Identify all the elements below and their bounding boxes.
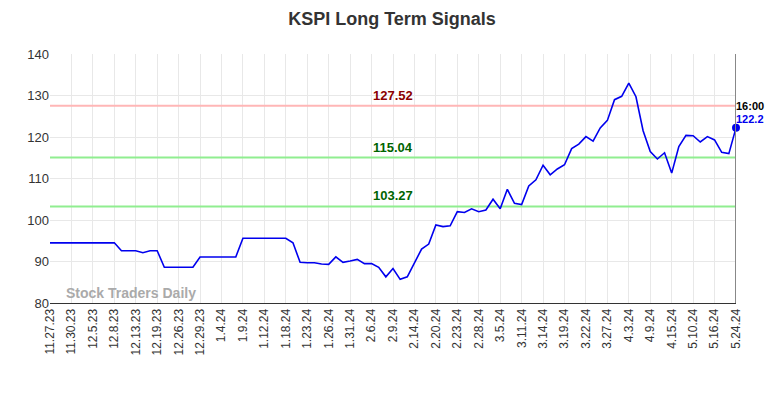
svg-text:3.22.24: 3.22.24 bbox=[579, 308, 593, 348]
svg-text:3.11.24: 3.11.24 bbox=[515, 308, 529, 347]
svg-text:2.9.24: 2.9.24 bbox=[386, 308, 400, 342]
svg-text:3.14.24: 3.14.24 bbox=[536, 308, 550, 348]
svg-text:1.26.24: 1.26.24 bbox=[322, 308, 336, 348]
svg-text:11.27.23: 11.27.23 bbox=[43, 308, 57, 354]
svg-text:12.5.23: 12.5.23 bbox=[86, 308, 100, 348]
svg-text:127.52: 127.52 bbox=[373, 88, 413, 103]
svg-text:80: 80 bbox=[35, 296, 49, 311]
svg-text:5.10.24: 5.10.24 bbox=[686, 308, 700, 348]
svg-text:1.31.24: 1.31.24 bbox=[343, 308, 357, 348]
svg-text:2.28.24: 2.28.24 bbox=[472, 308, 486, 348]
svg-text:12.29.23: 12.29.23 bbox=[193, 308, 207, 355]
svg-text:130: 130 bbox=[27, 88, 49, 103]
svg-text:1.4.24: 1.4.24 bbox=[214, 308, 228, 342]
svg-text:100: 100 bbox=[27, 213, 49, 228]
svg-text:140: 140 bbox=[27, 47, 49, 62]
svg-text:2.6.24: 2.6.24 bbox=[364, 308, 378, 342]
svg-text:1.9.24: 1.9.24 bbox=[236, 308, 250, 342]
svg-text:1.23.24: 1.23.24 bbox=[300, 308, 314, 348]
svg-text:12.19.23: 12.19.23 bbox=[150, 308, 164, 355]
svg-text:90: 90 bbox=[35, 254, 49, 269]
svg-text:2.23.24: 2.23.24 bbox=[450, 308, 464, 348]
svg-text:12.8.23: 12.8.23 bbox=[107, 308, 121, 348]
svg-text:2.14.24: 2.14.24 bbox=[407, 308, 421, 348]
svg-text:122.2: 122.2 bbox=[736, 113, 764, 125]
svg-text:115.04: 115.04 bbox=[373, 140, 413, 155]
svg-text:3.27.24: 3.27.24 bbox=[600, 308, 614, 348]
svg-text:5.24.24: 5.24.24 bbox=[729, 308, 743, 348]
svg-text:16:00: 16:00 bbox=[736, 100, 764, 112]
svg-text:1.12.24: 1.12.24 bbox=[257, 308, 271, 348]
svg-text:12.13.23: 12.13.23 bbox=[129, 308, 143, 355]
svg-text:2.20.24: 2.20.24 bbox=[429, 308, 443, 348]
svg-text:4.9.24: 4.9.24 bbox=[643, 308, 657, 342]
svg-text:Stock Traders Daily: Stock Traders Daily bbox=[66, 285, 196, 301]
svg-text:110: 110 bbox=[28, 171, 49, 186]
svg-text:11.30.23: 11.30.23 bbox=[64, 308, 78, 354]
svg-text:103.27: 103.27 bbox=[373, 188, 413, 203]
svg-text:120: 120 bbox=[27, 130, 49, 145]
svg-text:5.16.24: 5.16.24 bbox=[707, 308, 721, 348]
svg-text:4.3.24: 4.3.24 bbox=[622, 308, 636, 342]
svg-text:3.5.24: 3.5.24 bbox=[493, 308, 507, 342]
svg-text:1.18.24: 1.18.24 bbox=[279, 308, 293, 348]
svg-text:4.15.24: 4.15.24 bbox=[665, 308, 679, 348]
svg-text:3.19.24: 3.19.24 bbox=[557, 308, 571, 348]
svg-text:KSPI Long Term Signals: KSPI Long Term Signals bbox=[288, 9, 496, 29]
svg-text:12.26.23: 12.26.23 bbox=[172, 308, 186, 355]
